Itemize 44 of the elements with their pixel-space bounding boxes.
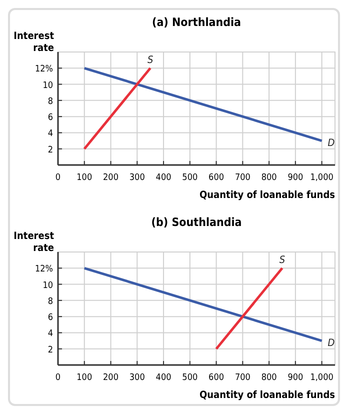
x-tick-label: 400 (156, 173, 172, 183)
series-label: D (328, 138, 335, 149)
x-tick-label: 800 (261, 173, 277, 183)
x-tick-label: 800 (261, 373, 277, 383)
x-axis-title: Quantity of loanable funds (199, 190, 335, 201)
x-tick-label: 0 (55, 173, 61, 183)
x-tick-label: 300 (129, 173, 145, 183)
x-tick-label: 200 (103, 173, 118, 183)
y-tick-label: 2 (48, 345, 53, 356)
y-tick-label: 8 (48, 296, 53, 307)
series-label: S (279, 255, 286, 266)
y-axis-title: Interest rate (14, 31, 55, 54)
x-tick-label: 900 (288, 173, 304, 183)
x-tick-label: 500 (182, 373, 198, 383)
y-tick-label: 10 (42, 280, 53, 291)
x-tick-label: 200 (103, 373, 118, 383)
series-label: S (147, 55, 154, 66)
x-tick-label: 700 (234, 173, 250, 183)
series-label: D (328, 338, 335, 349)
chart-title: (b) Southlandia (151, 215, 242, 229)
x-tick-label: 600 (208, 173, 224, 183)
y-tick-label: 4 (48, 329, 53, 340)
y-axis-title: Interest rate (14, 231, 55, 254)
x-tick-label: 1,000 (310, 373, 334, 383)
x-tick-label: 400 (156, 373, 172, 383)
y-tick-label: 12% (35, 64, 54, 75)
y-tick-label: 10 (42, 80, 53, 91)
chart-title: (a) Northlandia (152, 15, 242, 29)
x-tick-label: 700 (234, 373, 250, 383)
x-tick-label: 300 (129, 373, 145, 383)
x-tick-label: 1,000 (310, 173, 334, 183)
x-tick-label: 500 (182, 173, 198, 183)
x-tick-label: 0 (55, 373, 61, 383)
x-tick-label: 900 (288, 373, 304, 383)
x-axis-title: Quantity of loanable funds (199, 390, 335, 401)
y-tick-label: 8 (48, 96, 53, 107)
x-tick-label: 600 (208, 373, 224, 383)
y-tick-label: 2 (48, 145, 53, 156)
x-tick-label: 100 (76, 173, 92, 183)
x-tick-label: 100 (76, 373, 92, 383)
y-tick-label: 4 (48, 129, 53, 140)
y-tick-label: 12% (35, 264, 54, 275)
y-tick-label: 6 (48, 313, 53, 324)
y-tick-label: 6 (48, 113, 53, 124)
